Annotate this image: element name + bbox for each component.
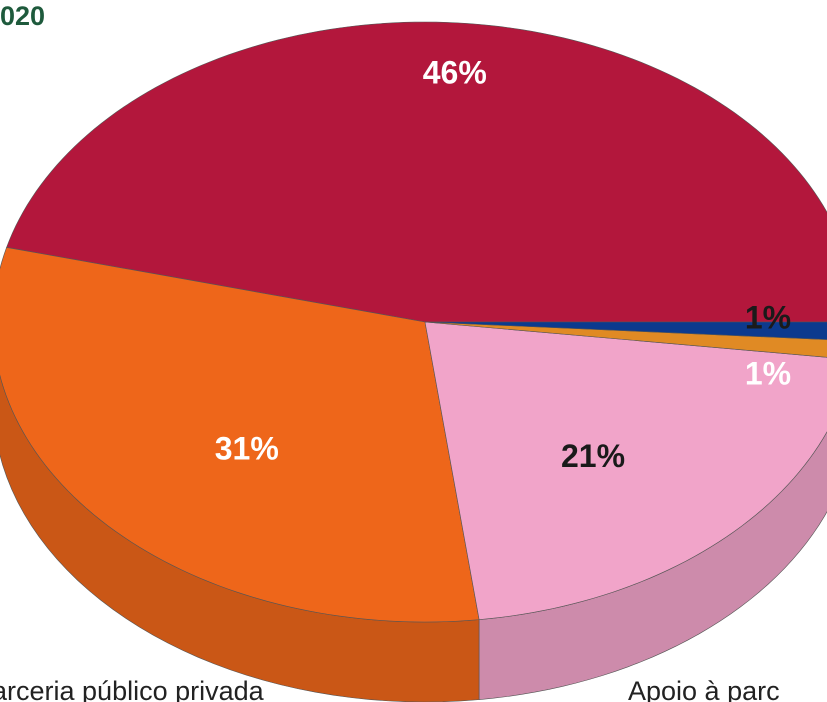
slice — [424, 321, 827, 620]
chart-title: 020 — [0, 1, 45, 31]
slice — [6, 21, 827, 323]
data-label: 31% — [215, 431, 279, 467]
data-label: 1% — [745, 355, 791, 391]
data-label: 46% — [423, 54, 487, 90]
pie — [0, 21, 827, 702]
slice — [0, 247, 480, 623]
slice — [424, 321, 827, 340]
slice — [424, 321, 827, 358]
category-label: arceria público privada — [0, 676, 265, 702]
category-label: Apoio à parc — [628, 676, 780, 702]
data-label: 21% — [561, 438, 625, 474]
data-label: 1% — [745, 299, 791, 335]
